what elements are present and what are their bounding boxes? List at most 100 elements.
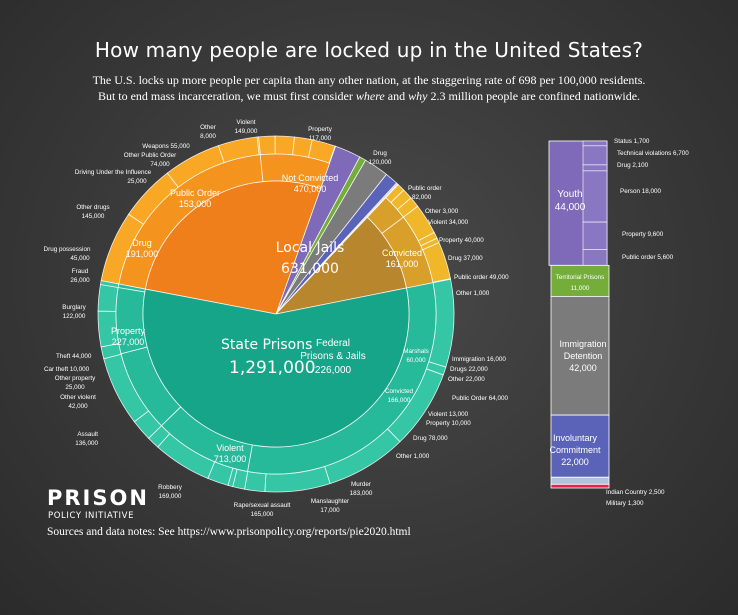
label-fed-other: Other 22,000 (448, 376, 485, 383)
value-convicted-jail: 161,000 (386, 259, 419, 269)
label-jail-violent-34000: Violent 34,000 (428, 219, 469, 226)
value-assault: 136,000 (75, 440, 98, 447)
outer-slice-property (274, 135, 295, 156)
bar-youth-public-order (582, 249, 608, 266)
value-local-jails: 631,000 (281, 261, 339, 277)
value-dui: 25,000 (127, 178, 147, 185)
bar-youth-technical-violations (582, 145, 608, 166)
label-murder: Murder (351, 481, 371, 488)
label-fed-violent: Violent 13,000 (428, 411, 469, 418)
outer-slice-other-violent (244, 471, 267, 493)
label-public-order: Public Order (170, 188, 220, 198)
logo-policy-initiative: POLICY INITIATIVE (48, 511, 135, 521)
bar-youth-status (582, 140, 608, 147)
label-youth-technical: Technical violations 6,700 (617, 150, 689, 157)
bar-youth-person (582, 170, 608, 223)
label-jail-property-40000: Property 40,000 (439, 237, 484, 244)
label-burglary: Burglary (62, 304, 86, 311)
label-immigration-2: Detention (564, 351, 603, 361)
label-theft: Theft 44,000 (56, 353, 92, 360)
value-immigration: 42,000 (569, 363, 597, 373)
value-burglary: 122,000 (63, 313, 86, 320)
value-convicted-federal: 166,000 (388, 397, 411, 404)
label-drug-possession: Drug possession (44, 246, 91, 253)
value-jail-violent: 149,000 (235, 128, 258, 135)
bar-immigration-detention (550, 296, 610, 416)
value-robbery: 169,000 (159, 493, 182, 500)
slice-local-jails (144, 180, 322, 315)
value-drug-possession: 45,000 (70, 255, 90, 262)
label-immigration-1: Immigration (559, 339, 606, 349)
value-involuntary: 22,000 (561, 457, 589, 467)
label-fed-drug: Drug 78,000 (413, 435, 448, 442)
label-weapons: Weapons 55,000 (142, 143, 190, 150)
label-youth-person: Person 18,000 (620, 188, 661, 195)
side-column (548, 140, 610, 489)
value-federal: 226,000 (315, 365, 352, 376)
label-involuntary-2: Commitment (549, 445, 601, 455)
label-youth-property: Property 9,600 (622, 231, 664, 238)
value-other-violent: 42,000 (68, 403, 88, 410)
value-not-convicted: 470,000 (294, 184, 327, 194)
label-military: Military 1,300 (606, 500, 644, 507)
label-manslaughter: Manslaughter (311, 498, 349, 505)
label-jail-other-3000: Other 3,000 (425, 208, 459, 215)
label-fed-drugs: Drugs 22,000 (450, 366, 488, 373)
label-federal-1: Federal (316, 338, 350, 349)
label-youth-status: Status 1,700 (614, 138, 650, 145)
label-convicted-federal: Convicted (385, 388, 413, 395)
label-fed-property: Property 10,000 (426, 420, 471, 427)
label-youth-drug: Drug 2,100 (617, 162, 649, 169)
label-territorial: Territorial Prisons (556, 274, 605, 281)
value-jail-property: 117,000 (309, 135, 332, 142)
value-other: 8,000 (200, 133, 216, 140)
label-dui: Driving Under the Influence (75, 169, 152, 176)
value-youth: 44,000 (555, 202, 586, 213)
label-fraud: Fraud (72, 268, 89, 275)
label-other: Other (200, 124, 216, 131)
page-title: How many people are locked up in the Uni… (94, 38, 644, 62)
outer-slice-weapons (97, 284, 119, 312)
logo-prison: PRISON (47, 486, 149, 510)
bar-youth-property (582, 221, 608, 250)
value-jail-drug: 120,000 (369, 159, 392, 166)
label-violent: Violent (216, 443, 244, 453)
value-marshals: 60,000 (406, 357, 426, 364)
value-rape: 165,000 (251, 511, 274, 518)
value-violent: 713,000 (214, 454, 247, 464)
value-state-prisons: 1,291,000 (229, 358, 316, 378)
label-rape: Rape/sexual assault (234, 502, 291, 509)
bar-military (550, 483, 610, 489)
label-other-drugs: Other drugs (76, 204, 109, 211)
label-assault: Assault (77, 431, 98, 438)
label-jail-property: Property (308, 126, 333, 133)
value-murder: 183,000 (350, 490, 373, 497)
label-drug: Drug (132, 238, 152, 248)
label-involuntary-1: Involuntary (553, 433, 598, 443)
label-jail-other-1000: Other 1,000 (456, 290, 490, 297)
label-marshals: Marshals (403, 348, 429, 355)
value-other-property: 25,000 (65, 384, 85, 391)
value-other-public-order: 74,000 (150, 161, 170, 168)
label-fed-public-order: Public Order 64,000 (452, 395, 509, 402)
value-property: 227,000 (112, 337, 145, 347)
value-manslaughter: 17,000 (320, 507, 340, 514)
inner-pie (142, 180, 410, 448)
bar-involuntary-commitment (550, 414, 610, 478)
label-jail-violent: Violent (236, 119, 255, 126)
label-local-jails: Local Jails (276, 240, 345, 256)
label-fed-other-1000: Other 1,000 (396, 453, 430, 460)
label-car-theft: Car theft 10,000 (44, 366, 90, 373)
label-state-prisons: State Prisons (221, 337, 312, 353)
bar-youth-drug (582, 164, 608, 172)
label-property: Property (111, 326, 146, 336)
slice-federal-prisons-jails (274, 216, 407, 315)
label-other-property: Other property (55, 375, 96, 382)
value-fraud: 26,000 (70, 277, 90, 284)
label-jail-public-order: Public order (408, 185, 442, 192)
label-jail-drug-37000: Drug 37,000 (448, 255, 483, 262)
slice-state-prisons (142, 287, 410, 448)
value-jail-public-order: 82,000 (412, 194, 432, 201)
bar-indian-country (550, 476, 610, 485)
